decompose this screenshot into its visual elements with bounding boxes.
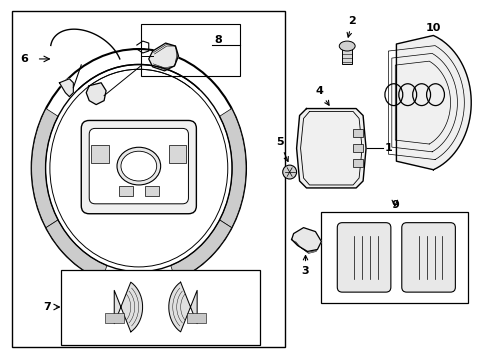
Polygon shape: [296, 109, 366, 188]
Polygon shape: [169, 282, 197, 332]
FancyBboxPatch shape: [337, 223, 391, 292]
Polygon shape: [149, 43, 178, 71]
Bar: [353, 144, 363, 152]
Bar: [119, 186, 133, 196]
Bar: [187, 313, 206, 323]
Ellipse shape: [32, 49, 246, 287]
Ellipse shape: [121, 151, 157, 181]
Polygon shape: [59, 79, 74, 96]
Bar: [91, 145, 109, 163]
Text: 6: 6: [20, 54, 27, 64]
Text: 9: 9: [391, 200, 399, 210]
Ellipse shape: [117, 147, 161, 185]
Polygon shape: [171, 220, 232, 280]
Text: 10: 10: [426, 23, 441, 44]
Bar: [321, 212, 468, 303]
Text: 7: 7: [44, 302, 51, 312]
Polygon shape: [114, 282, 143, 332]
FancyBboxPatch shape: [81, 121, 196, 214]
Ellipse shape: [339, 41, 355, 51]
Text: 1: 1: [385, 143, 392, 153]
Text: 2: 2: [347, 16, 356, 37]
Polygon shape: [220, 109, 246, 228]
Ellipse shape: [283, 165, 296, 179]
Bar: [12, 11, 285, 347]
Bar: [353, 159, 363, 167]
Polygon shape: [86, 83, 106, 105]
Polygon shape: [32, 109, 58, 228]
Text: 3: 3: [302, 256, 309, 276]
Bar: [145, 186, 159, 196]
Bar: [61, 270, 260, 345]
Bar: [169, 145, 187, 163]
Bar: [353, 129, 363, 137]
Polygon shape: [292, 228, 321, 251]
Bar: [105, 313, 124, 323]
Text: 8: 8: [214, 35, 222, 45]
FancyBboxPatch shape: [89, 129, 189, 204]
Bar: [141, 24, 240, 76]
Text: 4: 4: [316, 86, 329, 105]
Text: 5: 5: [276, 137, 288, 161]
Bar: [342, 48, 352, 64]
Polygon shape: [46, 220, 107, 280]
FancyBboxPatch shape: [402, 223, 455, 292]
Polygon shape: [396, 36, 471, 170]
